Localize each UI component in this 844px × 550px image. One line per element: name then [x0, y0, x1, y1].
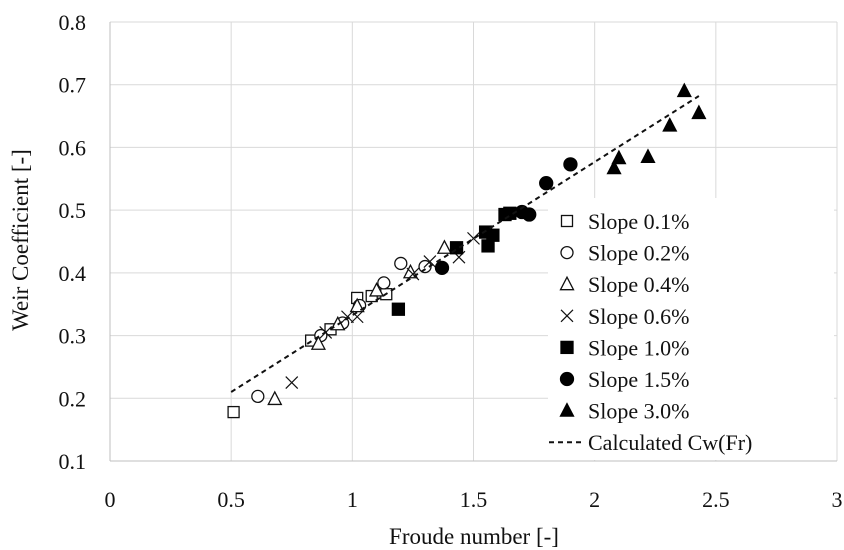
legend-label: Calculated Cw(Fr) [588, 430, 752, 455]
y-tick-label: 0.5 [59, 198, 87, 223]
x-tick-label: 3 [832, 487, 843, 512]
data-point-slope-1-5 [539, 176, 554, 191]
data-point-slope-0-6 [406, 267, 420, 281]
y-axis-label: Weir Coefficient [-] [8, 149, 33, 331]
data-point-slope-3-0 [606, 159, 622, 175]
data-point-slope-1-5 [563, 157, 578, 172]
legend-label: Slope 0.2% [588, 241, 689, 266]
data-point-slope-0-6 [350, 310, 364, 324]
x-tick-label: 1 [347, 487, 358, 512]
y-axis-ticks: 0.1 0.2 0.3 0.4 0.5 0.6 0.7 0.8 [59, 10, 87, 474]
legend-swatch [560, 340, 574, 355]
data-point-slope-0-6 [341, 310, 354, 324]
data-point-slope-0-4 [310, 335, 326, 350]
data-point-slope-1-5 [434, 260, 450, 275]
data-point-slope-3-0 [691, 104, 707, 120]
data-point-slope-3-0 [640, 148, 656, 163]
legend-swatch [559, 371, 575, 387]
data-point-slope-0-6 [423, 255, 437, 268]
data-point-slope-0-6 [285, 376, 299, 390]
legend-label: Slope 0.6% [588, 304, 689, 329]
y-tick-label: 0.1 [59, 449, 87, 474]
data-point-slope-0-2 [394, 256, 408, 271]
data-point-slope-0-6 [467, 231, 480, 245]
x-tick-label: 1.5 [460, 487, 488, 512]
legend-swatch [560, 214, 574, 228]
data-point-slope-3-0 [676, 82, 692, 98]
data-point-slope-0-4 [368, 282, 385, 297]
legend-swatch [559, 402, 575, 417]
data-point-slope-0-4 [436, 239, 452, 254]
fitted-line-calculated-cw-fr [230, 95, 700, 393]
legend-swatch [560, 245, 574, 260]
axes [109, 22, 837, 462]
legend-label: Slope 1.0% [588, 335, 689, 360]
data-point-slope-3-0 [611, 149, 627, 165]
y-tick-label: 0.8 [59, 10, 87, 35]
x-tick-label: 2 [589, 487, 600, 512]
y-tick-label: 0.7 [59, 73, 87, 98]
plot-area [227, 82, 707, 419]
x-axis-ticks: 0 0.5 1 1.5 2 2.5 3 [105, 487, 843, 512]
data-point-slope-0-4 [349, 297, 365, 313]
y-tick-label: 0.2 [59, 386, 87, 411]
legend: Slope 0.1% Slope 0.2% Slope 0.4% Slope 0.6%… [548, 198, 834, 460]
legend-label: Slope 0.4% [588, 272, 689, 297]
data-point-slope-3-0 [662, 117, 678, 132]
data-point-slope-1-0 [391, 302, 406, 316]
data-point-slope-0-4 [267, 390, 283, 406]
legend-background [548, 198, 834, 460]
x-tick-label: 0 [105, 487, 116, 512]
y-tick-label: 0.3 [59, 324, 87, 349]
legend-swatch [560, 309, 574, 323]
y-tick-label: 0.6 [59, 135, 87, 160]
legend-swatch [559, 275, 575, 291]
x-tick-label: 2.5 [702, 487, 730, 512]
x-tick-label: 0.5 [217, 487, 245, 512]
data-point-slope-0-1 [227, 405, 240, 419]
legend-label: Slope 0.1% [588, 209, 689, 234]
legend-label: Slope 1.5% [588, 367, 689, 392]
legend-label: Slope 3.0% [588, 399, 689, 424]
data-point-slope-0-2 [251, 389, 265, 404]
data-point-slope-0-2 [377, 276, 391, 290]
data-point-slope-1-0 [486, 228, 500, 242]
y-tick-label: 0.4 [59, 261, 87, 286]
data-point-slope-1-5 [522, 207, 537, 222]
x-axis-label: Froude number [-] [389, 524, 559, 549]
